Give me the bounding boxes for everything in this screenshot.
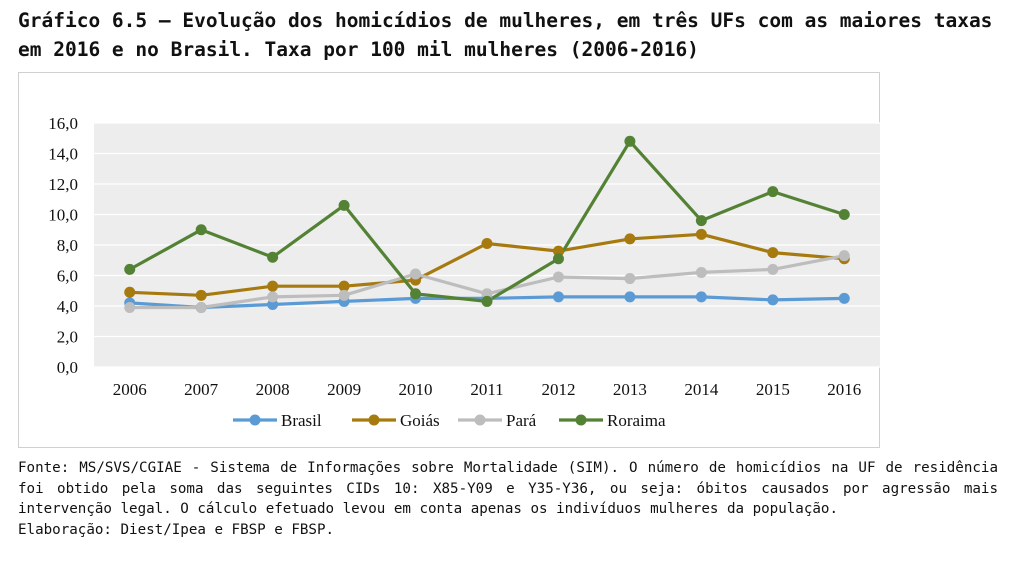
legend-label: Roraima bbox=[607, 411, 666, 430]
series-points bbox=[124, 135, 850, 314]
legend-marker bbox=[368, 414, 380, 426]
source-text: Fonte: MS/SVS/CGIAE - Sistema de Informa… bbox=[18, 460, 998, 517]
data-point bbox=[838, 250, 850, 262]
data-point bbox=[767, 263, 779, 275]
x-tick-label: 2008 bbox=[256, 380, 290, 399]
data-point bbox=[338, 199, 350, 211]
data-point bbox=[267, 251, 279, 263]
data-point bbox=[838, 292, 850, 304]
y-tick-label: 0,0 bbox=[57, 358, 78, 377]
y-tick-label: 14,0 bbox=[48, 145, 78, 164]
x-tick-label: 2013 bbox=[613, 380, 647, 399]
x-tick-label: 2007 bbox=[184, 380, 219, 399]
data-point bbox=[410, 268, 422, 280]
legend-marker bbox=[575, 414, 587, 426]
data-point bbox=[195, 302, 207, 314]
data-point bbox=[624, 233, 636, 245]
data-point bbox=[267, 291, 279, 303]
line-chart: 0,0 2,0 4,0 6,0 8,0 10,0 12,0 14,0 16,0 2006 2007… bbox=[48, 114, 880, 430]
data-point bbox=[552, 271, 564, 283]
data-point bbox=[838, 209, 850, 220]
data-point bbox=[552, 245, 564, 257]
data-point bbox=[124, 263, 136, 275]
y-tick-label: 2,0 bbox=[57, 328, 78, 347]
data-point bbox=[767, 247, 779, 259]
data-point bbox=[338, 289, 350, 301]
data-point bbox=[695, 228, 707, 240]
y-tick-label: 6,0 bbox=[57, 267, 78, 286]
x-tick-label: 2011 bbox=[470, 380, 503, 399]
data-point bbox=[267, 298, 279, 310]
x-tick-label: 2015 bbox=[756, 380, 790, 399]
data-point bbox=[767, 294, 779, 306]
chart-title: Gráfico 6.5 – Evolução dos homicídios de… bbox=[18, 9, 993, 61]
x-axis-ticks: 2006 2007 2008 2009 2010 2011 2012 2013 2014 2015… bbox=[113, 380, 862, 399]
data-point bbox=[195, 289, 207, 301]
data-point bbox=[624, 273, 636, 285]
y-axis-ticks: 0,0 2,0 4,0 6,0 8,0 10,0 12,0 14,0 16,0 bbox=[48, 114, 78, 377]
data-point bbox=[767, 186, 779, 198]
data-point bbox=[481, 237, 493, 249]
data-point bbox=[624, 135, 636, 147]
data-point bbox=[695, 291, 707, 303]
y-tick-label: 12,0 bbox=[48, 175, 78, 194]
data-point bbox=[695, 215, 707, 227]
data-point bbox=[481, 295, 493, 307]
data-point bbox=[410, 288, 422, 300]
data-point bbox=[624, 291, 636, 303]
x-tick-label: 2016 bbox=[827, 380, 861, 399]
y-tick-label: 4,0 bbox=[57, 297, 78, 316]
y-tick-label: 10,0 bbox=[48, 206, 78, 225]
legend-marker bbox=[474, 414, 486, 426]
data-point bbox=[552, 291, 564, 303]
chart-frame: 0,0 2,0 4,0 6,0 8,0 10,0 12,0 14,0 16,0 2006 2007… bbox=[18, 72, 880, 448]
x-tick-label: 2010 bbox=[399, 380, 433, 399]
y-tick-label: 16,0 bbox=[48, 114, 78, 133]
data-point bbox=[124, 302, 136, 314]
legend-label: Pará bbox=[506, 411, 537, 430]
legend: Brasil Goiás Pará Roraima bbox=[233, 411, 666, 430]
data-point bbox=[267, 280, 279, 292]
legend-marker bbox=[249, 414, 261, 426]
x-tick-label: 2012 bbox=[541, 380, 575, 399]
data-point bbox=[481, 288, 493, 300]
source-note: Fonte: MS/SVS/CGIAE - Sistema de Informa… bbox=[18, 458, 998, 540]
x-tick-label: 2006 bbox=[113, 380, 147, 399]
data-point bbox=[695, 266, 707, 278]
legend-label: Goiás bbox=[400, 411, 440, 430]
data-point bbox=[195, 224, 207, 236]
y-tick-label: 8,0 bbox=[57, 236, 78, 255]
data-point bbox=[338, 280, 350, 292]
elaboration-text: Elaboração: Diest/Ipea e FBSP e FBSP. bbox=[18, 521, 335, 538]
x-tick-label: 2009 bbox=[327, 380, 361, 399]
x-tick-label: 2014 bbox=[684, 380, 719, 399]
data-point bbox=[124, 286, 136, 298]
data-point bbox=[552, 253, 564, 265]
legend-label: Brasil bbox=[281, 411, 322, 430]
